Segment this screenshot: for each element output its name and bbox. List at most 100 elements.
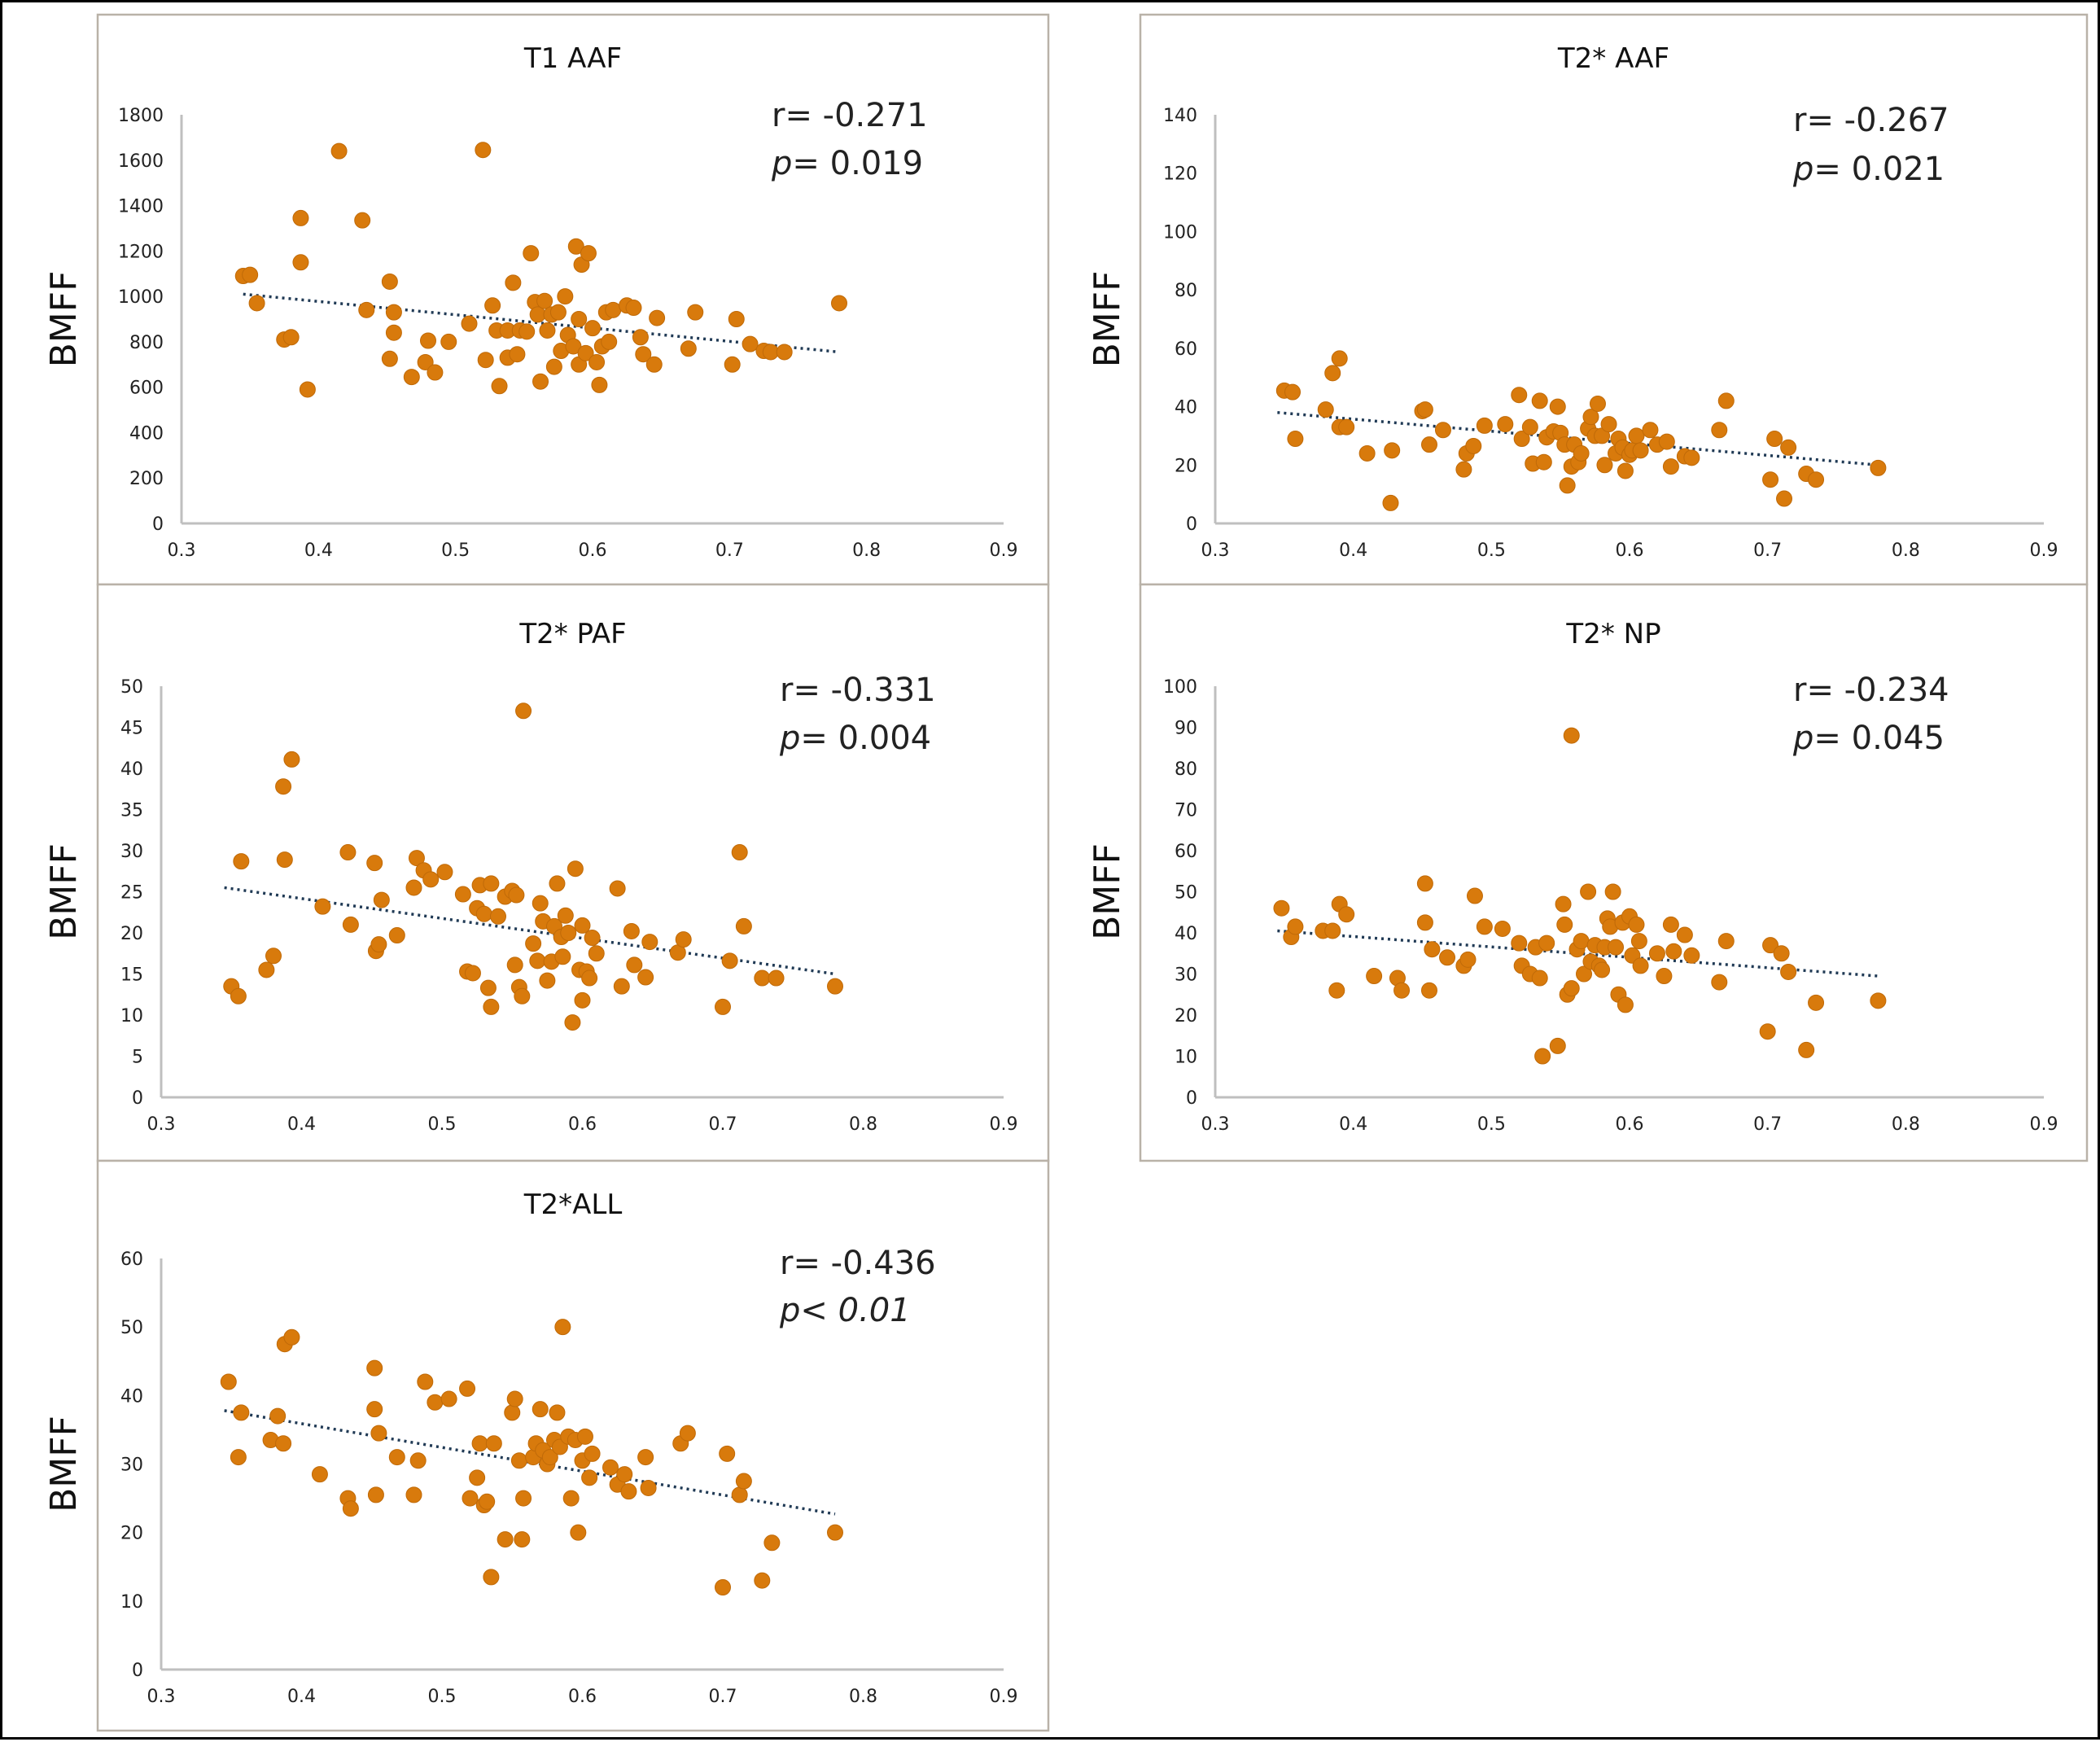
x-tick-label: 0.9 bbox=[2030, 1114, 2058, 1135]
x-tick-label: 0.8 bbox=[849, 1114, 877, 1135]
data-point bbox=[1416, 914, 1433, 931]
y-tick-label: 1400 bbox=[118, 197, 164, 217]
data-point bbox=[483, 1569, 500, 1586]
data-point bbox=[577, 344, 594, 361]
y-tick-label: 80 bbox=[1175, 281, 1197, 301]
data-point bbox=[1662, 916, 1679, 933]
x-tick-label: 0.3 bbox=[147, 1114, 176, 1135]
data-point bbox=[508, 886, 525, 904]
x-tick-label: 0.8 bbox=[1892, 1114, 1920, 1135]
panel-frame bbox=[1139, 13, 2089, 586]
data-point bbox=[584, 930, 601, 947]
y-tick-label: 25 bbox=[120, 883, 143, 904]
data-point bbox=[1665, 943, 1682, 960]
data-point bbox=[403, 369, 420, 386]
data-point bbox=[475, 905, 492, 922]
data-point bbox=[491, 378, 508, 395]
data-point bbox=[385, 324, 402, 341]
data-point bbox=[506, 956, 523, 974]
panel-frame bbox=[1139, 583, 2089, 1162]
data-point bbox=[613, 978, 630, 995]
data-point bbox=[479, 1493, 496, 1510]
data-point bbox=[1870, 992, 1887, 1009]
data-point bbox=[1573, 933, 1590, 950]
data-point bbox=[1589, 395, 1606, 412]
y-axis-label: BMFF bbox=[43, 271, 85, 368]
data-point bbox=[1317, 401, 1334, 418]
data-point bbox=[1648, 945, 1665, 962]
data-point bbox=[641, 934, 658, 951]
p-value: p= 0.004 bbox=[779, 720, 931, 757]
data-point bbox=[354, 212, 371, 229]
data-point bbox=[1559, 477, 1576, 494]
data-point bbox=[1511, 934, 1528, 952]
data-point bbox=[1582, 409, 1599, 426]
data-point bbox=[420, 332, 436, 349]
data-point bbox=[731, 1486, 748, 1503]
data-point bbox=[1576, 965, 1593, 983]
data-point bbox=[1676, 926, 1693, 943]
data-point bbox=[370, 1425, 387, 1442]
x-tick-label: 0.5 bbox=[1477, 541, 1506, 561]
data-point bbox=[265, 948, 282, 965]
x-tick-label: 0.4 bbox=[287, 1114, 316, 1135]
x-tick-label: 0.5 bbox=[428, 1114, 457, 1135]
x-tick-label: 0.8 bbox=[1892, 541, 1920, 561]
data-point bbox=[1465, 437, 1482, 454]
data-point bbox=[724, 356, 741, 373]
data-point bbox=[1287, 431, 1304, 448]
data-point bbox=[366, 1401, 383, 1418]
data-point bbox=[539, 322, 556, 339]
data-point bbox=[554, 1319, 571, 1336]
y-tick-label: 70 bbox=[1175, 801, 1197, 821]
data-point bbox=[605, 301, 622, 318]
y-tick-label: 20 bbox=[1175, 1006, 1197, 1026]
x-tick-label: 0.6 bbox=[1616, 1114, 1644, 1135]
data-point bbox=[385, 304, 402, 321]
data-point bbox=[1656, 968, 1673, 985]
data-point bbox=[436, 864, 453, 881]
chart-title: T1 AAF bbox=[523, 42, 622, 75]
data-point bbox=[679, 1425, 696, 1442]
data-point bbox=[580, 245, 597, 262]
data-point bbox=[545, 358, 562, 375]
p-value: p= 0.021 bbox=[1792, 151, 1945, 188]
data-point bbox=[731, 844, 748, 861]
data-point bbox=[258, 961, 275, 978]
p-value-number: = 0.021 bbox=[1813, 151, 1945, 188]
data-point bbox=[292, 254, 309, 271]
data-point bbox=[1780, 963, 1797, 980]
data-point bbox=[1658, 433, 1675, 450]
data-point bbox=[269, 1407, 287, 1425]
data-point bbox=[454, 886, 471, 903]
data-point bbox=[549, 304, 567, 321]
data-point bbox=[342, 916, 359, 933]
p-symbol: p bbox=[771, 145, 792, 182]
x-tick-label: 0.3 bbox=[168, 541, 196, 561]
data-point bbox=[754, 1572, 771, 1589]
data-point bbox=[230, 1449, 247, 1466]
data-point bbox=[1513, 431, 1530, 448]
data-point bbox=[417, 353, 434, 370]
data-point bbox=[567, 860, 584, 878]
data-point bbox=[557, 907, 574, 924]
data-point bbox=[514, 987, 531, 1004]
x-tick-label: 0.9 bbox=[2030, 541, 2058, 561]
x-tick-label: 0.7 bbox=[1753, 1114, 1782, 1135]
data-point bbox=[283, 1328, 300, 1346]
data-point bbox=[342, 1500, 359, 1517]
data-point bbox=[1511, 387, 1528, 404]
data-point bbox=[557, 288, 574, 305]
y-tick-label: 10 bbox=[120, 1006, 143, 1026]
y-axis-label: BMFF bbox=[1087, 271, 1128, 368]
data-point bbox=[505, 274, 522, 291]
chart-panel-2: 0.3 0.4 0.5 0.6 0.7 0.8 0.9 0 20 40 60 80 100 120 140 T… bbox=[1087, 13, 2089, 586]
chart-title: T2* PAF bbox=[518, 618, 626, 650]
data-point bbox=[358, 301, 375, 318]
data-point bbox=[735, 917, 752, 934]
data-point bbox=[388, 1449, 405, 1466]
x-tick-label: 0.3 bbox=[1201, 541, 1230, 561]
y-tick-label: 35 bbox=[120, 801, 143, 821]
